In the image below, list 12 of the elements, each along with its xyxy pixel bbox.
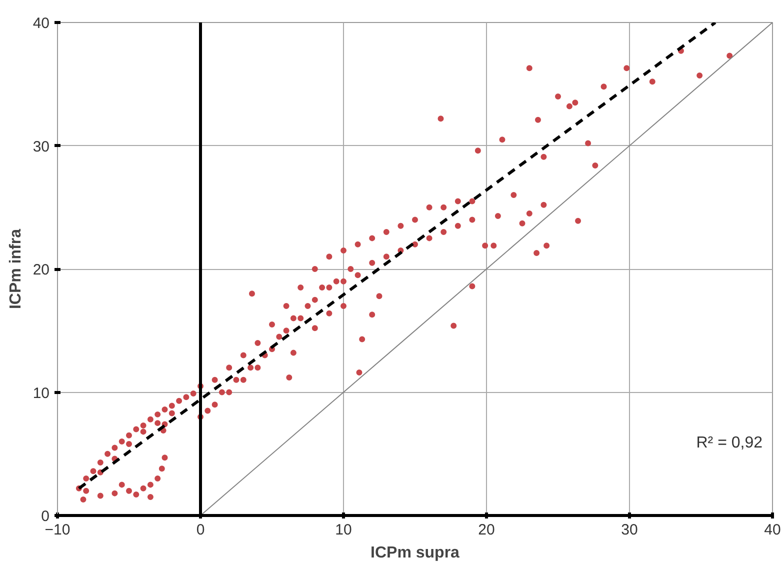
x-tick-label: 0 xyxy=(196,522,205,538)
y-axis-title: ICPm infra xyxy=(8,228,24,310)
y-tick-label: 10 xyxy=(32,384,50,402)
x-tick-label: 30 xyxy=(621,522,638,538)
y-tick-label: 30 xyxy=(32,138,50,156)
x-axis-title: ICPm supra xyxy=(370,544,460,562)
x-tick-label: 20 xyxy=(478,522,495,538)
x-tick-label: 10 xyxy=(335,522,352,538)
annotation: R² = 0,92 xyxy=(696,434,763,452)
y-tick-label: 20 xyxy=(32,262,50,278)
x-tick-label: 40 xyxy=(764,522,781,538)
y-tick-label: 40 xyxy=(32,15,50,32)
